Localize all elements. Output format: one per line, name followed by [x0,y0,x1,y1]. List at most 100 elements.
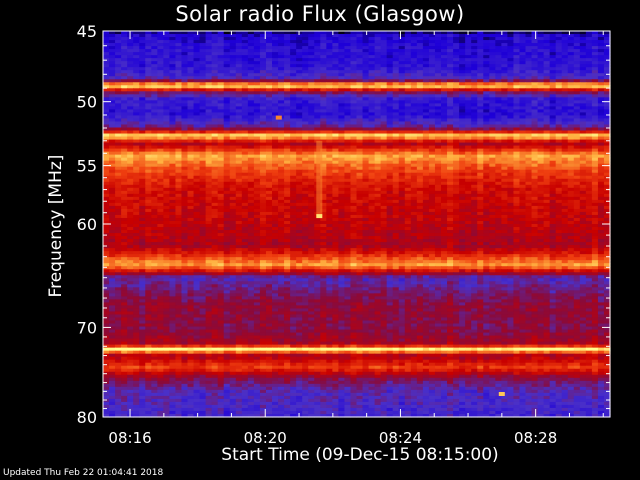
heatmap-cell [133,202,140,207]
heatmap-cell [507,34,515,38]
heatmap-cell [398,67,406,71]
heatmap-cell [356,88,364,92]
heatmap-cell [253,175,261,180]
heatmap-cell [555,151,563,156]
heatmap-cell [392,31,400,35]
heatmap-cell [326,124,333,129]
heatmap-cell [253,118,261,123]
heatmap-cell [320,49,327,53]
heatmap-cell [585,73,593,77]
heatmap-cell [235,184,243,189]
heatmap-cell [163,130,170,135]
heatmap-cell [199,175,207,180]
heatmap-cell [235,121,243,126]
heatmap-cell [398,133,406,138]
heatmap-cell [296,199,303,204]
heatmap-cell [302,169,309,174]
heatmap-cell [398,43,406,47]
heatmap-cell [585,115,593,120]
heatmap-cell [597,172,605,177]
heatmap-cell [163,133,170,138]
heatmap-cell [356,196,364,201]
heatmap-cell [404,202,412,207]
heatmap-cell [422,58,430,62]
heatmap-cell [247,109,255,114]
heatmap-cell [235,145,243,150]
heatmap-cell [434,46,442,50]
heatmap-cell [495,97,502,101]
heatmap-cell [253,109,261,114]
heatmap-cell [585,139,593,144]
heatmap-cell [320,121,327,126]
heatmap-cell [549,79,557,83]
heatmap-cell [477,175,484,180]
heatmap-cell [332,94,339,98]
heatmap-cell [428,91,436,95]
heatmap-cell [428,70,436,74]
heatmap-cell [145,94,152,98]
heatmap-cell [133,133,140,138]
heatmap-cell [368,82,376,86]
heatmap-cell [501,46,508,50]
heatmap-cell [447,55,454,59]
heatmap-cell [241,67,249,71]
heatmap-cell [145,67,152,71]
heatmap-cell [392,112,400,117]
heatmap-cell [344,109,352,114]
heatmap-cell [573,103,581,107]
heatmap-cell [265,169,273,174]
heatmap-cell [549,31,557,35]
heatmap-cell [392,127,400,132]
heatmap-cell [459,142,466,147]
heatmap-cell [579,82,587,86]
heatmap-cell [314,31,321,35]
heatmap-cell [356,58,364,62]
heatmap-cell [489,82,496,86]
heatmap-cell [434,127,442,132]
heatmap-cell [525,169,533,174]
heatmap-cell [459,85,466,89]
heatmap-cell [422,46,430,50]
heatmap-cell [368,67,376,71]
heatmap-cell [531,190,539,195]
heatmap-cell [199,187,207,192]
heatmap-cell [205,64,213,68]
heatmap-cell [217,175,225,180]
heatmap-cell [483,139,490,144]
heatmap-cell [223,94,231,98]
heatmap-cell [151,61,158,65]
heatmap-cell [187,61,195,65]
heatmap-cell [597,46,605,50]
heatmap-cell [416,154,424,159]
heatmap-cell [579,37,587,41]
heatmap-cell [537,94,545,98]
heatmap-cell [441,49,448,53]
heatmap-cell [501,64,508,68]
heatmap-cell [344,139,352,144]
heatmap-cell [434,100,442,104]
heatmap-cell [199,79,207,83]
heatmap-cell [344,154,352,159]
heatmap-cell [169,52,177,56]
heatmap-cell [603,166,611,171]
heatmap-cell [139,151,146,156]
heatmap-cell [278,145,285,150]
heatmap-cell [567,52,575,56]
heatmap-cell [247,175,255,180]
heatmap-cell [290,166,297,171]
heatmap-cell [169,181,177,186]
heatmap-cell [525,172,533,177]
heatmap-cell [139,46,146,50]
heatmap-cell [278,208,285,213]
heatmap-cell [362,112,370,117]
heatmap-cell [459,64,466,68]
heatmap-cell [121,205,128,210]
heatmap-cell [519,67,527,71]
heatmap-cell [543,64,551,68]
heatmap-cell [181,133,189,138]
heatmap-cell [380,109,388,114]
heatmap-cell [489,106,496,111]
heatmap-cell [121,43,128,47]
heatmap-cell [434,187,442,192]
heatmap-cell [338,121,346,126]
